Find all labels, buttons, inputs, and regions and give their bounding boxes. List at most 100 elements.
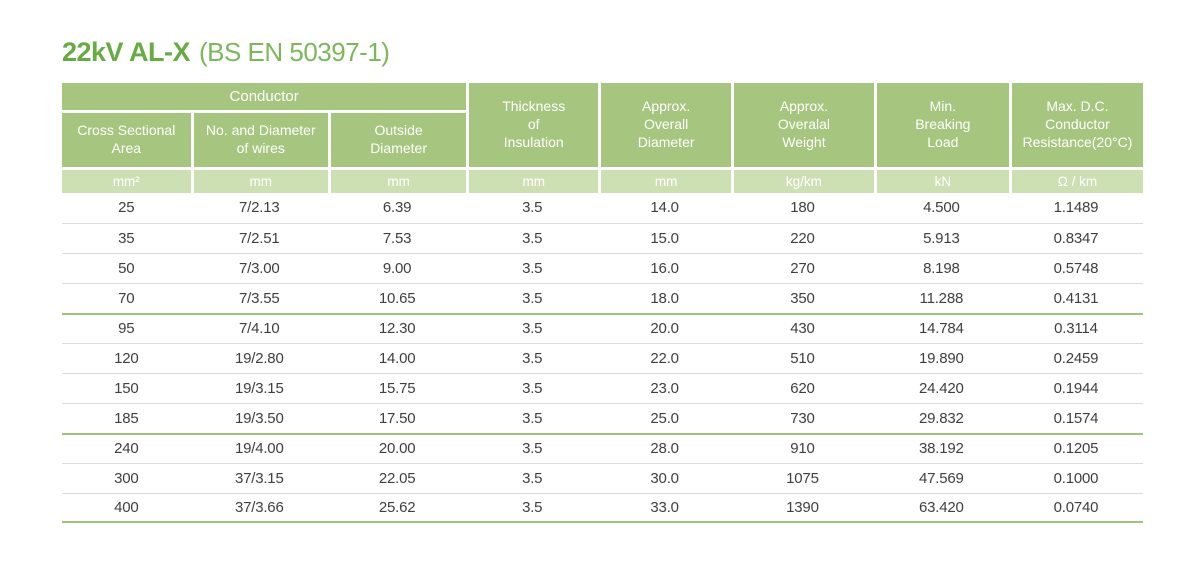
cell: 0.5748 <box>1008 252 1143 283</box>
cell: 22.05 <box>327 462 467 493</box>
cell: 9.00 <box>327 252 467 283</box>
cell: 7/4.10 <box>190 312 328 343</box>
cell: 19/4.00 <box>190 432 328 463</box>
cell: 15.75 <box>327 372 467 403</box>
cell: 28.0 <box>598 432 732 463</box>
cell: 620 <box>731 372 874 403</box>
column-header: Approx. Overalal Weight <box>731 82 874 167</box>
cell: 430 <box>731 312 874 343</box>
datasheet-page: 22kV AL-X (BS EN 50397-1) Conductor Thick… <box>62 34 1143 523</box>
cell: 50 <box>62 252 191 283</box>
cell: 7/3.55 <box>190 282 328 313</box>
unit-header: mm² <box>62 166 191 193</box>
cell: 23.0 <box>598 372 732 403</box>
cell: 0.1944 <box>1008 372 1143 403</box>
cell: 18.0 <box>598 282 732 313</box>
cell: 3.5 <box>466 312 599 343</box>
cell: 1.1489 <box>1053 199 1099 217</box>
cell: 16.0 <box>598 252 732 283</box>
column-header: Cross Sectional Area <box>62 109 191 167</box>
cell: 95 <box>62 312 191 343</box>
cell: 5.913 <box>873 222 1009 253</box>
cell: 12.30 <box>327 312 467 343</box>
cell: 17.50 <box>327 402 467 433</box>
cell: 19.890 <box>873 342 1009 373</box>
cell: 3.5 <box>466 432 599 463</box>
unit-header: kg/km <box>731 166 874 193</box>
cell: 70 <box>62 282 191 313</box>
table-row: 150 19/3.15 15.75 3.5 23.0 620 24.420 0.1944 <box>62 372 1143 403</box>
column-header: Max. D.C. Conductor Resistance(20°C) <box>1008 82 1143 167</box>
table-header: Conductor Thickness of Insulation Approx. … <box>62 82 1143 193</box>
cell: 33.0 <box>598 492 732 523</box>
cable-spec-table: Conductor Thickness of Insulation Approx. … <box>62 82 1143 523</box>
table-row: 25 7/2.13 6.39 3.5 14.0 180 4.500 1.1489 <box>62 193 1143 223</box>
cell: 14.0 <box>650 199 679 217</box>
table-row: 35 7/2.51 7.53 3.5 15.0 220 5.913 0.8347 <box>62 222 1143 253</box>
cell: 1075 <box>731 462 874 493</box>
cell: 10.65 <box>327 282 467 313</box>
cell: 3.5 <box>466 282 599 313</box>
cell: 400 <box>62 492 191 523</box>
cell: 11.288 <box>873 282 1009 313</box>
cell: 730 <box>731 402 874 433</box>
cell: 300 <box>62 462 191 493</box>
cell: 240 <box>62 432 191 463</box>
unit-header: mm <box>190 166 328 193</box>
cell: 47.569 <box>873 462 1009 493</box>
cell: 25 <box>118 199 135 217</box>
cell: 25.62 <box>327 492 467 523</box>
cell: 270 <box>731 252 874 283</box>
cell: 37/3.15 <box>190 462 328 493</box>
unit-header: mm <box>598 166 732 193</box>
cell: 1390 <box>731 492 874 523</box>
cell: 7/2.13 <box>239 199 280 217</box>
cell: 3.5 <box>466 252 599 283</box>
cell: 3.5 <box>522 199 543 217</box>
cell: 19/3.50 <box>190 402 328 433</box>
table-row: 95 7/4.10 12.30 3.5 20.0 430 14.784 0.3114 <box>62 312 1143 343</box>
cell: 20.0 <box>598 312 732 343</box>
cell: 63.420 <box>873 492 1009 523</box>
cell: 180 <box>790 199 815 217</box>
cell: 4.500 <box>923 199 960 217</box>
cell: 22.0 <box>598 342 732 373</box>
table-row: 50 7/3.00 9.00 3.5 16.0 270 8.198 0.5748 <box>62 252 1143 283</box>
cell: 0.8347 <box>1008 222 1143 253</box>
page-title: 22kV AL-X (BS EN 50397-1) <box>62 34 1143 68</box>
cell: 3.5 <box>466 462 599 493</box>
column-header: Approx. Overall Diameter <box>598 82 732 167</box>
cell: 510 <box>731 342 874 373</box>
cell: 0.2459 <box>1008 342 1143 373</box>
conductor-group-header: Conductor <box>62 82 467 110</box>
cell: 3.5 <box>466 222 599 253</box>
table-row: 240 19/4.00 20.00 3.5 28.0 910 38.192 0.1205 <box>62 432 1143 463</box>
cell: 20.00 <box>327 432 467 463</box>
column-header: No. and Diameter of wires <box>190 109 328 167</box>
cell: 8.198 <box>873 252 1009 283</box>
cell: 7/3.00 <box>190 252 328 283</box>
unit-header: mm <box>466 166 599 193</box>
title-product: 22kV AL-X <box>62 37 191 67</box>
cell: 19/2.80 <box>190 342 328 373</box>
cell: 3.5 <box>466 372 599 403</box>
unit-header: Ω / km <box>1008 166 1143 193</box>
table-row: 185 19/3.50 17.50 3.5 25.0 730 29.832 0.1574 <box>62 402 1143 433</box>
cell: 14.784 <box>873 312 1009 343</box>
cell: 3.5 <box>466 342 599 373</box>
cell: 14.00 <box>327 342 467 373</box>
cell: 120 <box>62 342 191 373</box>
column-header: Thickness of Insulation <box>466 82 599 167</box>
cell: 6.39 <box>382 199 412 217</box>
cell: 0.4131 <box>1008 282 1143 313</box>
cell: 0.3114 <box>1008 312 1143 343</box>
table-row: 300 37/3.15 22.05 3.5 30.0 1075 47.569 0.1000 <box>62 462 1143 493</box>
cell: 19/3.15 <box>190 372 328 403</box>
cell: 7.53 <box>327 222 467 253</box>
cell: 0.1205 <box>1008 432 1143 463</box>
cell: 38.192 <box>873 432 1009 463</box>
cell: 15.0 <box>598 222 732 253</box>
cell: 30.0 <box>598 462 732 493</box>
table-body: 25 7/2.13 6.39 3.5 14.0 180 4.500 1.1489 35 7/2.5… <box>62 193 1143 523</box>
unit-header: mm <box>327 166 467 193</box>
